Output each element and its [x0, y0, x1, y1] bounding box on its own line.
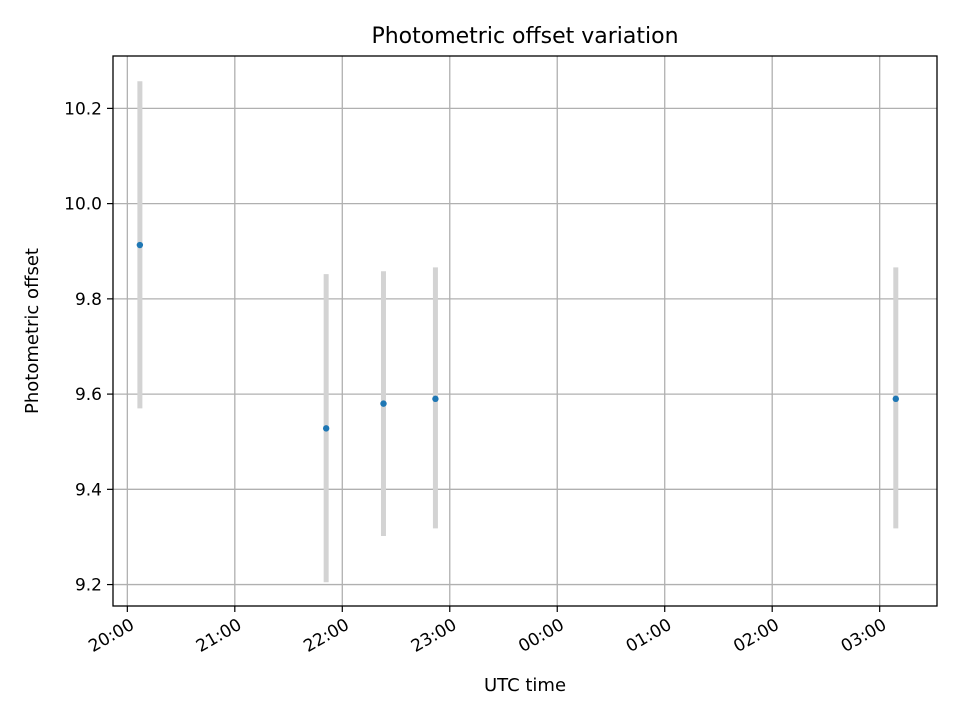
- x-tick-label: 00:00: [515, 615, 567, 657]
- data-point: [322, 425, 330, 432]
- plot-frame: [112, 55, 938, 607]
- x-axis-ticks: 20:00 21:00 22:00 23:00 00:00 01:00 02:00 03:00: [85, 606, 890, 657]
- y-tick-label: 9.2: [75, 576, 102, 596]
- y-axis-label: Photometric offset: [22, 248, 43, 414]
- point-layer: [136, 241, 899, 432]
- y-tick-label: 10.0: [64, 195, 102, 215]
- y-tick-label: 9.8: [75, 290, 102, 310]
- chart-title: Photometric offset variation: [371, 24, 678, 49]
- y-tick-label: 10.2: [64, 99, 102, 119]
- x-tick-label: 03:00: [838, 615, 890, 657]
- x-tick-label: 02:00: [730, 615, 782, 657]
- y-axis-ticks: 9.2 9.4 9.6 9.8 10.0 10.2: [64, 99, 113, 596]
- grid-layer: [113, 56, 937, 606]
- x-tick-label: 22:00: [300, 615, 352, 657]
- data-point: [380, 400, 387, 407]
- x-tick-label: 23:00: [408, 615, 460, 657]
- y-tick-label: 9.6: [75, 385, 102, 405]
- data-point: [432, 395, 439, 403]
- y-tick-label: 9.4: [75, 480, 102, 500]
- x-tick-label: 01:00: [623, 615, 675, 657]
- errorbar-layer: [137, 81, 899, 583]
- data-point: [136, 241, 144, 249]
- x-tick-label: 21:00: [193, 615, 245, 657]
- x-axis-label: UTC time: [484, 675, 566, 696]
- x-tick-label: 20:00: [85, 615, 137, 657]
- data-point: [892, 395, 899, 403]
